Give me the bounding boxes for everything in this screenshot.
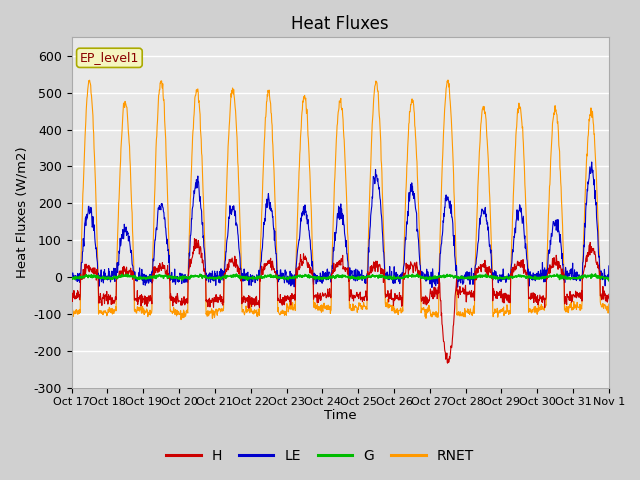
- X-axis label: Time: Time: [324, 409, 356, 422]
- Text: EP_level1: EP_level1: [80, 51, 139, 64]
- Legend: H, LE, G, RNET: H, LE, G, RNET: [161, 443, 479, 468]
- Y-axis label: Heat Fluxes (W/m2): Heat Fluxes (W/m2): [15, 147, 28, 278]
- Title: Heat Fluxes: Heat Fluxes: [291, 15, 389, 33]
